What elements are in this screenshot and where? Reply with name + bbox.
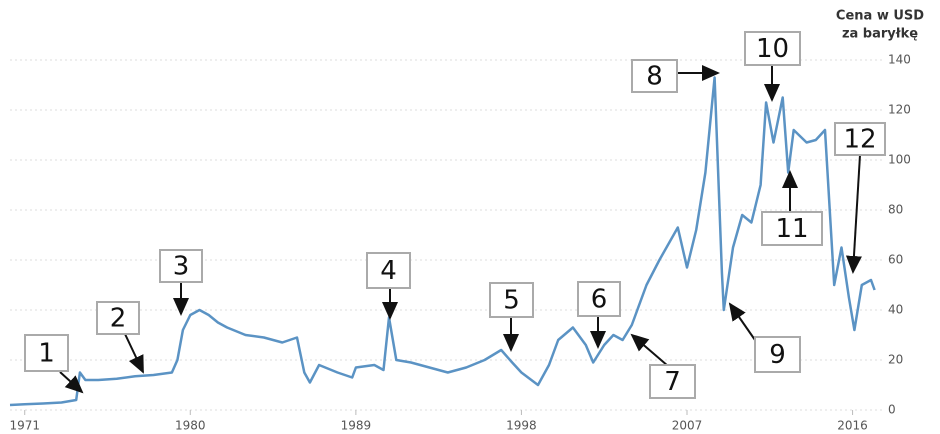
annotation-label: 4: [380, 256, 397, 286]
annotation-label: 7: [664, 367, 681, 397]
y-axis-label: za baryłkę: [842, 27, 918, 42]
annotation-box: [744, 31, 801, 66]
annotation-box: [754, 336, 801, 373]
x-tick-label: 1980: [175, 419, 206, 433]
x-tick-label: 2007: [672, 419, 703, 433]
annotation-label: 6: [591, 285, 608, 315]
annotation-box: [649, 364, 696, 399]
annotation-box: [489, 282, 534, 318]
y-tick-label: 140: [888, 53, 911, 67]
annotation-label: 10: [756, 34, 789, 64]
annotation-label: 1: [38, 339, 55, 369]
annotation-box: [834, 122, 886, 156]
x-tick-label: 2016: [837, 419, 868, 433]
annotation-label: 2: [110, 304, 127, 334]
y-tick-label: 100: [888, 153, 911, 167]
y-tick-label: 120: [888, 103, 911, 117]
annotation-box: [631, 59, 678, 93]
annotation-box: [366, 252, 411, 289]
annotation-label: 11: [775, 214, 808, 244]
annotation-arrow: [59, 371, 84, 394]
x-tick-label: 1989: [341, 419, 372, 433]
y-tick-label: 80: [888, 203, 903, 217]
annotation-arrow: [630, 333, 669, 367]
x-tick-label: 1971: [9, 419, 40, 433]
y-tick-label: 0: [888, 403, 896, 417]
annotation-box: [24, 334, 69, 372]
price-line: [9, 76, 876, 407]
annotation-label: 5: [503, 286, 520, 316]
annotation-arrow: [728, 302, 756, 341]
y-axis-label: Cena w USD: [836, 9, 924, 24]
annotation-label: 12: [843, 125, 876, 155]
annotation-box: [577, 281, 621, 317]
annotation-box: [96, 301, 140, 335]
y-tick-label: 60: [888, 253, 903, 267]
y-tick-label: 20: [888, 353, 903, 367]
annotation-label: 3: [173, 252, 190, 282]
annotation-label: 9: [769, 340, 786, 370]
annotation-box: [159, 249, 203, 283]
annotation-arrow: [124, 333, 144, 374]
annotation-box: [761, 211, 823, 246]
annotation-arrow: [845, 154, 862, 274]
annotation-label: 8: [646, 62, 663, 92]
x-tick-label: 1998: [506, 419, 537, 433]
y-tick-label: 40: [888, 303, 903, 317]
